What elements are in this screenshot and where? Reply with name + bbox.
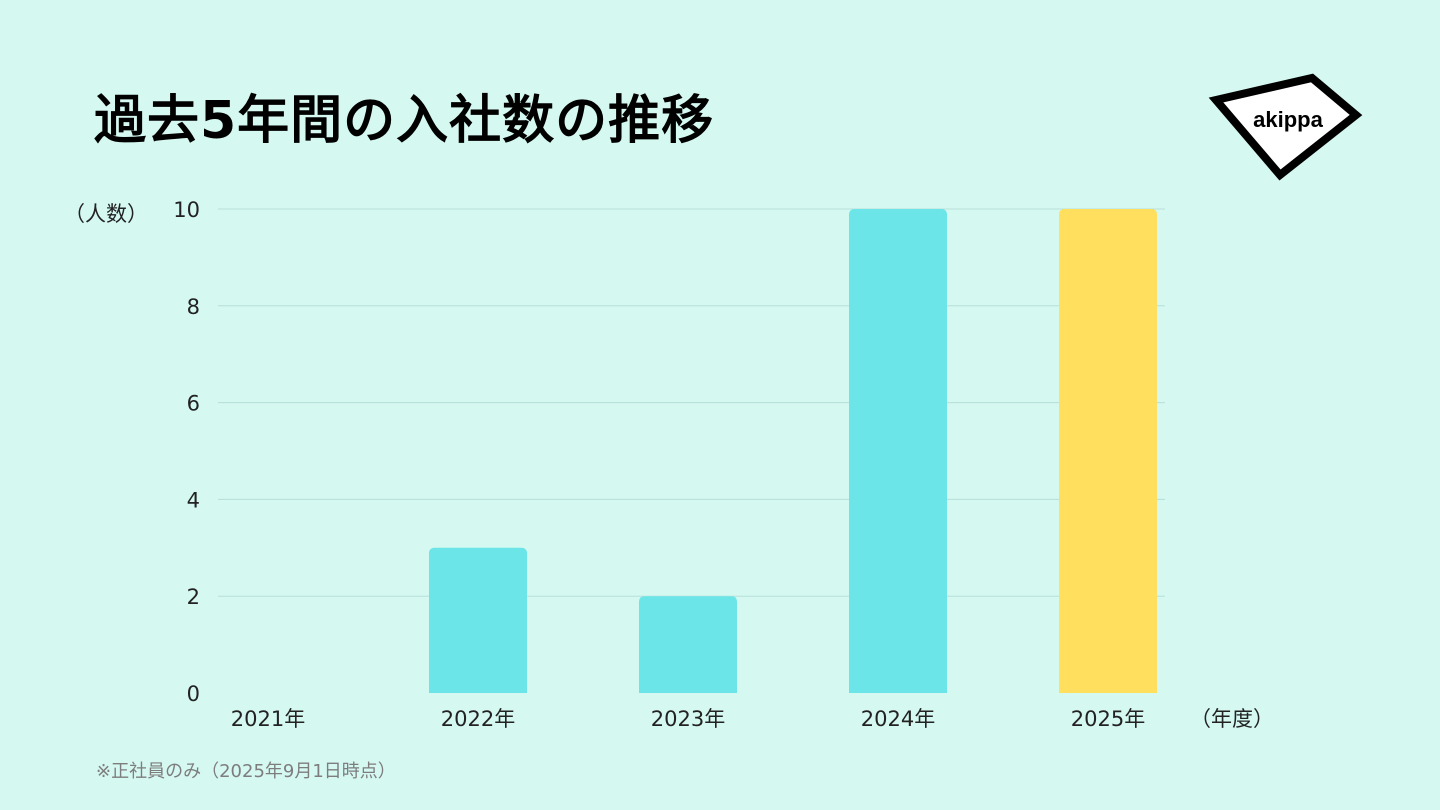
bar-base: [849, 685, 947, 693]
bar-base: [1059, 685, 1157, 693]
bar: [1059, 209, 1157, 693]
y-tick-label: 0: [187, 682, 200, 706]
y-tick-label: 10: [173, 198, 200, 222]
bar: [429, 547, 527, 693]
footnote: ※正社員のみ（2025年9月1日時点）: [96, 761, 396, 782]
y-tick-label: 4: [187, 488, 200, 512]
x-tick-label: 2023年: [651, 707, 725, 731]
y-tick-label: 6: [187, 392, 200, 416]
y-tick-label: 8: [187, 295, 200, 319]
y-axis-label: （人数）: [64, 202, 148, 226]
x-tick-label: 2022年: [441, 707, 515, 731]
logo-text: akippa: [1253, 107, 1323, 132]
x-tick-label: 2024年: [861, 707, 935, 731]
x-tick-label: 2025年: [1071, 707, 1145, 731]
bar: [849, 209, 947, 693]
x-tick-label: 2021年: [231, 707, 305, 731]
x-axis-label: （年度）: [1190, 707, 1274, 731]
bar: [639, 596, 737, 693]
page-title: 過去5年間の入社数の推移: [94, 91, 715, 151]
bar-base: [429, 685, 527, 693]
y-tick-label: 2: [187, 585, 200, 609]
bar-base: [639, 685, 737, 693]
akippa-logo: akippa: [1208, 73, 1363, 181]
